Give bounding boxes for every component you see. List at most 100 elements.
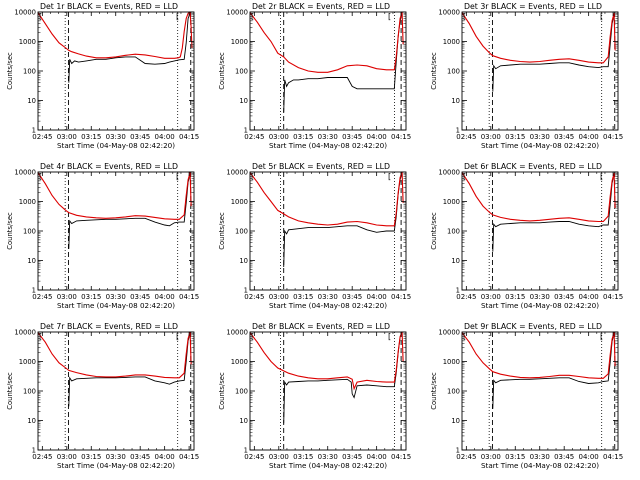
x-tick-label: 02:45 <box>32 453 52 461</box>
y-tick-label: 1000 <box>19 38 36 46</box>
x-tick-label: 03:30 <box>530 133 550 141</box>
y-tick-label: 100 <box>23 68 36 76</box>
plot-frame <box>37 11 195 131</box>
y-tick-label: 1 <box>32 447 36 455</box>
x-tick-label: 03:00 <box>481 453 501 461</box>
x-tick-label: 03:45 <box>554 453 574 461</box>
x-tick-label: 02:45 <box>32 293 52 301</box>
y-tick-label: 100 <box>235 388 248 396</box>
corner-glyph-left: [ <box>463 172 466 181</box>
x-tick-label: 02:45 <box>456 293 476 301</box>
y-tick-label: 100 <box>23 228 36 236</box>
y-tick-label: 10 <box>451 257 460 265</box>
x-tick-label: 04:15 <box>179 133 199 141</box>
events-series-line <box>492 333 615 409</box>
y-tick-label: 10 <box>27 257 36 265</box>
x-tick-label: 03:00 <box>481 133 501 141</box>
corner-glyph-right: [ <box>600 12 603 21</box>
x-tick-label: 03:30 <box>106 453 126 461</box>
x-tick-label: 03:15 <box>293 293 313 301</box>
y-tick-label: 1000 <box>443 358 460 366</box>
x-tick-label: 02:45 <box>32 133 52 141</box>
panel-title: Det 8r BLACK = Events, RED = LLD <box>252 322 390 331</box>
plot-frame <box>249 171 407 291</box>
x-tick-label: 03:15 <box>293 453 313 461</box>
x-tick-label: 03:45 <box>554 133 574 141</box>
y-tick-label: 10000 <box>226 169 248 177</box>
y-tick-label: 1 <box>456 287 460 295</box>
x-tick-label: 02:45 <box>456 133 476 141</box>
y-tick-label: 1000 <box>231 38 248 46</box>
corner-glyph-right: [ <box>600 332 603 341</box>
y-axis-label: Counts/sec <box>218 212 226 250</box>
y-tick-label: 10000 <box>226 9 248 17</box>
events-series-line <box>283 13 403 113</box>
x-tick-label: 04:15 <box>603 453 623 461</box>
plot-frame <box>37 171 195 291</box>
x-tick-label: 02:45 <box>244 453 264 461</box>
x-tick-label: 03:45 <box>554 293 574 301</box>
detector-panel-1: Det 1r BLACK = Events, RED = LLD[[02:45 0… <box>6 2 199 150</box>
y-tick-label: 100 <box>23 388 36 396</box>
x-axis-label: Start Time (04-May-08 02:42:20) <box>269 301 387 310</box>
x-tick-label: 03:45 <box>130 453 150 461</box>
x-tick-label: 03:00 <box>269 133 289 141</box>
x-tick-label: 04:00 <box>579 293 599 301</box>
corner-glyph-right: [ <box>388 172 391 181</box>
events-series-line <box>283 173 403 268</box>
x-axis-label: Start Time (04-May-08 02:42:20) <box>481 461 599 470</box>
x-tick-label: 03:15 <box>81 453 101 461</box>
lld-series-line <box>38 172 192 220</box>
x-tick-label: 03:45 <box>130 293 150 301</box>
corner-glyph-left: [ <box>39 332 42 341</box>
y-tick-label: 1 <box>244 127 248 135</box>
x-tick-label: 03:15 <box>505 293 525 301</box>
lld-series-line <box>250 12 404 73</box>
x-tick-label: 03:45 <box>342 133 362 141</box>
x-tick-label: 04:00 <box>579 133 599 141</box>
y-tick-label: 10 <box>451 417 460 425</box>
plot-frame <box>249 331 407 451</box>
y-tick-label: 10000 <box>226 329 248 337</box>
panel-title: Det 3r BLACK = Events, RED = LLD <box>464 2 602 11</box>
x-axis-label: Start Time (04-May-08 02:42:20) <box>481 141 599 150</box>
x-tick-label: 03:30 <box>106 293 126 301</box>
x-axis-label: Start Time (04-May-08 02:42:20) <box>269 461 387 470</box>
x-tick-label: 03:00 <box>57 133 77 141</box>
panel-title: Det 4r BLACK = Events, RED = LLD <box>40 162 178 171</box>
y-tick-label: 10 <box>239 97 248 105</box>
y-tick-label: 1 <box>456 127 460 135</box>
x-tick-label: 04:15 <box>391 133 411 141</box>
events-series-line <box>283 332 403 424</box>
plot-frame <box>461 171 619 291</box>
x-tick-label: 02:45 <box>244 133 264 141</box>
x-axis-label: Start Time (04-May-08 02:42:20) <box>269 141 387 150</box>
detector-panel-8: Det 8r BLACK = Events, RED = LLD[[02:45 0… <box>218 322 411 470</box>
lld-series-line <box>38 12 193 59</box>
y-tick-label: 100 <box>447 228 460 236</box>
detector-panel-7: Det 7r BLACK = Events, RED = LLD[[02:45 0… <box>6 322 199 470</box>
corner-glyph-right: [ <box>600 172 603 181</box>
y-tick-label: 10 <box>27 97 36 105</box>
x-axis-label: Start Time (04-May-08 02:42:20) <box>57 301 175 310</box>
panel-title: Det 1r BLACK = Events, RED = LLD <box>40 2 178 11</box>
y-tick-label: 10 <box>27 417 36 425</box>
y-tick-label: 1000 <box>231 358 248 366</box>
x-tick-label: 04:15 <box>603 293 623 301</box>
plot-frame <box>37 331 195 451</box>
y-tick-label: 1000 <box>443 38 460 46</box>
y-tick-label: 10 <box>239 257 248 265</box>
y-tick-label: 10 <box>451 97 460 105</box>
detector-panel-6: Det 6r BLACK = Events, RED = LLD[[02:45 0… <box>430 162 623 310</box>
y-tick-label: 1 <box>32 127 36 135</box>
x-axis-label: Start Time (04-May-08 02:42:20) <box>57 141 175 150</box>
y-axis-label: Counts/sec <box>6 52 14 90</box>
panel-title: Det 7r BLACK = Events, RED = LLD <box>40 322 178 331</box>
x-tick-label: 03:15 <box>81 133 101 141</box>
y-tick-label: 10 <box>239 417 248 425</box>
lld-series-line <box>250 332 404 391</box>
y-tick-label: 100 <box>447 68 460 76</box>
y-axis-label: Counts/sec <box>218 52 226 90</box>
y-tick-label: 100 <box>447 388 460 396</box>
